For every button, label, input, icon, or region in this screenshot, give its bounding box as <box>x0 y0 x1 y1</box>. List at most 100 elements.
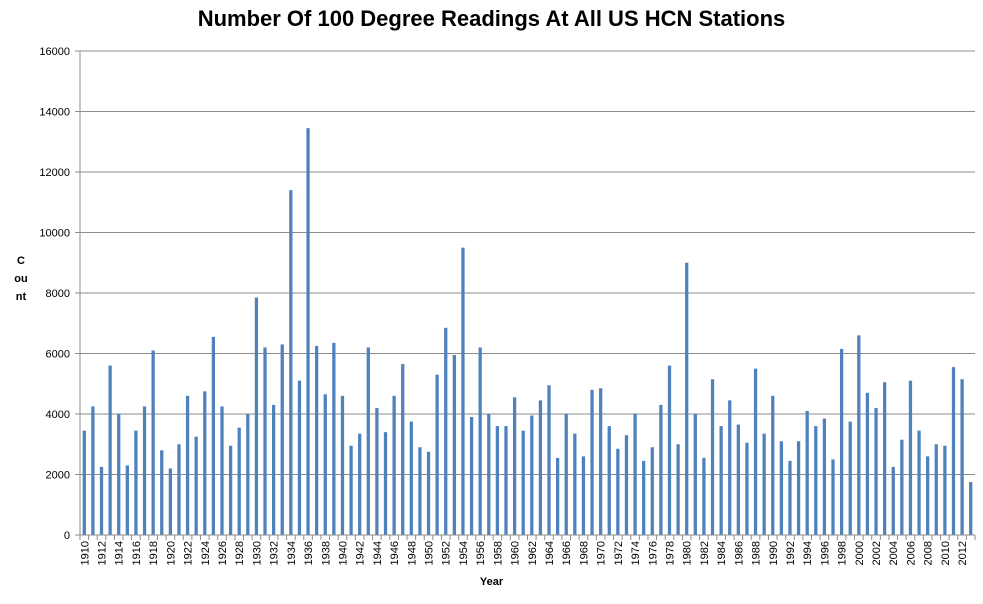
bar-1952 <box>444 327 448 535</box>
x-tick-label: 1948 <box>406 541 418 565</box>
x-tick-label: 1952 <box>441 541 453 565</box>
bar-1938 <box>323 394 327 535</box>
bar-1989 <box>762 433 766 535</box>
bar-1948 <box>409 421 413 535</box>
bar-1972 <box>616 448 620 535</box>
x-tick-labels: 1910 1912 1914 1916 1918 1920 1922 1924 1926 1928… <box>79 541 969 565</box>
bar-2001 <box>865 392 870 535</box>
x-axis-label: Year <box>479 576 504 588</box>
x-tick-label: 1922 <box>183 541 195 565</box>
bar-1995 <box>814 426 818 535</box>
bar-1935 <box>297 380 302 535</box>
bar-1961 <box>521 430 525 535</box>
bar-1964 <box>547 385 551 535</box>
bar-1996 <box>822 418 827 535</box>
bar-1967 <box>573 433 577 535</box>
bar-1991 <box>779 441 784 535</box>
bar-1963 <box>538 400 543 535</box>
x-tick-label: 1968 <box>578 541 590 565</box>
x-tick-label: 1978 <box>664 541 676 565</box>
x-tick-label: 1944 <box>372 541 384 565</box>
bars <box>82 128 973 535</box>
bar-1977 <box>659 404 663 535</box>
x-tick-label: 1942 <box>355 541 367 565</box>
y-tick-label: 6000 <box>46 349 70 361</box>
x-tick-label: 2006 <box>905 541 917 565</box>
bar-1941 <box>349 445 353 535</box>
x-tick-label: 1972 <box>613 541 625 565</box>
bar-1934 <box>289 190 293 535</box>
bar-1930 <box>254 297 259 535</box>
x-tick-label: 1988 <box>751 541 763 565</box>
x-tick-label: 1984 <box>716 541 728 565</box>
bar-1979 <box>676 444 680 535</box>
y-tick-label: 0 <box>64 530 70 542</box>
y-tick-label: 2000 <box>46 470 70 482</box>
x-tick-label: 1946 <box>389 541 401 565</box>
x-tick-label: 1940 <box>337 541 349 565</box>
bar-1985 <box>728 400 732 535</box>
bar-1973 <box>624 435 629 535</box>
x-tick-label: 1926 <box>217 541 229 565</box>
bar-1933 <box>280 344 284 535</box>
bar-1932 <box>271 404 276 535</box>
bar-2010 <box>943 445 947 535</box>
bar-1993 <box>796 441 801 535</box>
x-tick-label: 1974 <box>630 541 642 565</box>
bar-1975 <box>642 460 646 535</box>
x-tick-label: 2010 <box>940 541 952 565</box>
bar-1945 <box>383 432 388 535</box>
bar-1917 <box>142 406 147 535</box>
bar-1954 <box>461 247 465 535</box>
x-tick-label: 1920 <box>165 541 177 565</box>
bar-1916 <box>134 430 138 535</box>
bar-1974 <box>633 414 637 535</box>
x-tick-label: 1976 <box>647 541 659 565</box>
x-tick-label: 1932 <box>269 541 281 565</box>
axes <box>79 51 976 540</box>
bar-1983 <box>710 379 715 535</box>
x-tick-label: 1914 <box>114 541 126 565</box>
bar-1956 <box>478 347 482 535</box>
bar-1939 <box>332 342 336 535</box>
bar-1980 <box>685 262 689 535</box>
bar-1984 <box>719 426 723 535</box>
chart-title: Number Of 100 Degree Readings At All US … <box>197 6 786 31</box>
bar-1915 <box>125 465 129 535</box>
bar-1950 <box>426 451 431 535</box>
x-tick-label: 1936 <box>303 541 315 565</box>
x-tick-label: 1994 <box>802 541 814 565</box>
x-tick-label: 1928 <box>234 541 246 565</box>
bar-1929 <box>246 414 250 535</box>
x-tick-label: 1918 <box>148 541 160 565</box>
bar-1976 <box>650 447 654 535</box>
x-tick-label: 1986 <box>733 541 745 565</box>
bar-2007 <box>917 430 921 535</box>
bar-1981 <box>693 414 697 535</box>
y-tick-label: 16000 <box>39 46 70 58</box>
bar-2003 <box>883 382 887 535</box>
bar-1966 <box>564 414 568 535</box>
bar-1962 <box>530 415 534 535</box>
bar-1911 <box>91 406 95 535</box>
bar-1936 <box>306 128 310 535</box>
bar-2006 <box>908 380 913 535</box>
bar-1998 <box>839 348 844 535</box>
bar-2000 <box>857 335 861 535</box>
bar-2009 <box>934 444 938 535</box>
x-tick-label: 1930 <box>251 541 263 565</box>
x-tick-label: 1996 <box>819 541 831 565</box>
bar-1923 <box>194 436 198 535</box>
bar-1958 <box>495 426 500 535</box>
bar-1999 <box>848 421 852 535</box>
bar-1959 <box>504 426 508 535</box>
x-tick-label: 2002 <box>871 541 883 565</box>
x-tick-label: 1950 <box>424 541 436 565</box>
bar-1922 <box>185 395 190 535</box>
bar-1910 <box>82 430 86 535</box>
y-tick-label: 4000 <box>46 409 70 421</box>
bar-1953 <box>452 355 456 535</box>
x-tick-label: 1960 <box>510 541 522 565</box>
bar-1943 <box>366 347 370 535</box>
y-tick-label: 8000 <box>46 288 70 300</box>
